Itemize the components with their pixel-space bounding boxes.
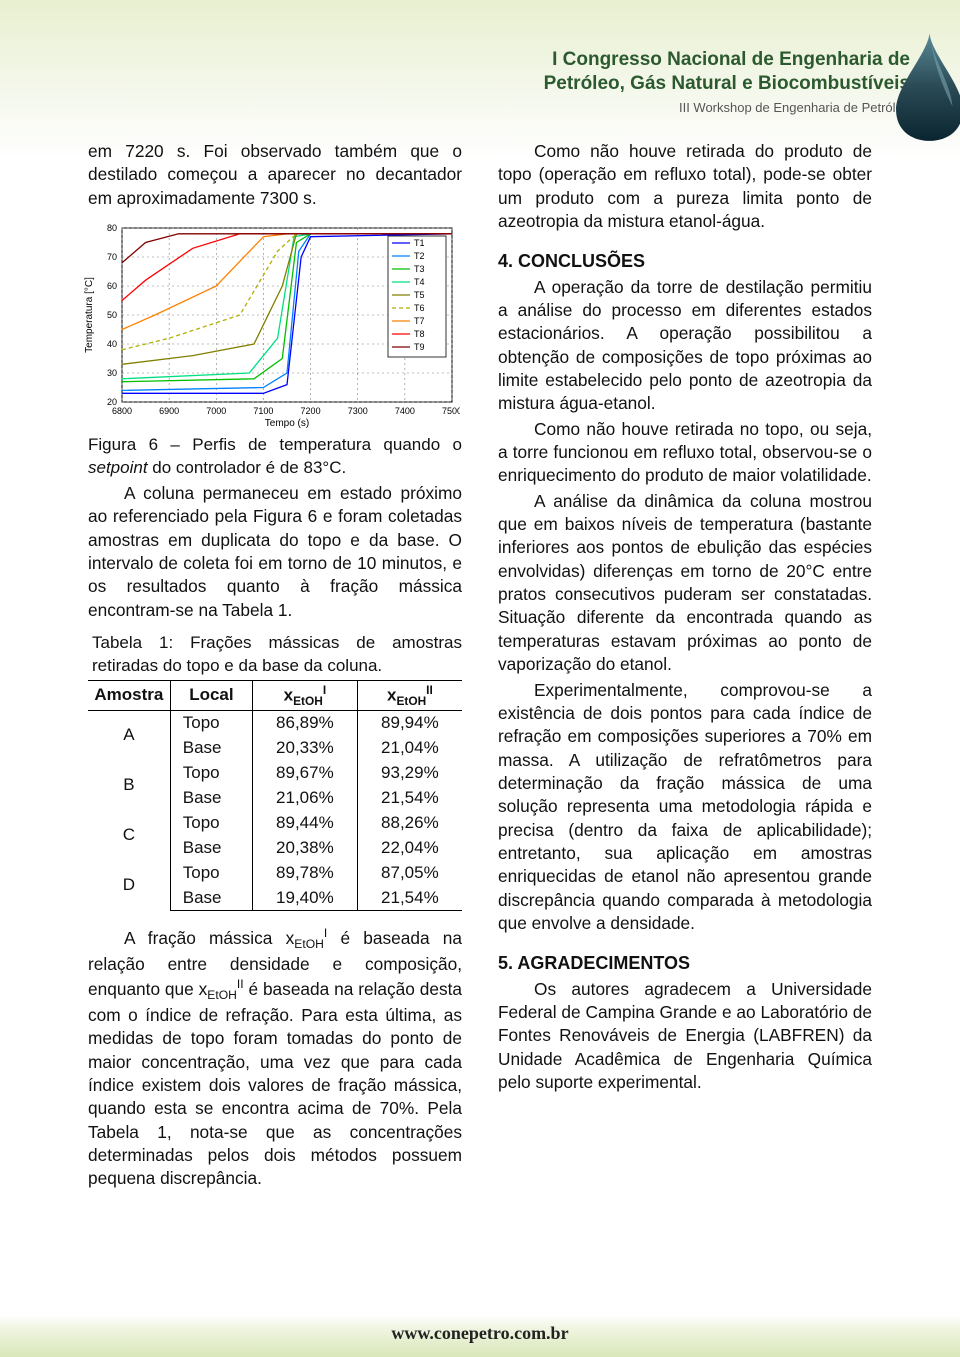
svg-text:T3: T3 xyxy=(414,264,425,274)
svg-text:Temperatura [°C]: Temperatura [°C] xyxy=(84,277,95,353)
svg-text:7500: 7500 xyxy=(442,406,460,416)
right-paragraph-4: A análise da dinâmica da coluna mostrou … xyxy=(498,490,872,677)
cell-local: Base xyxy=(170,786,252,811)
conference-title-line2: Petróleo, Gás Natural e Biocombustíveis xyxy=(544,72,910,96)
cell-local: Topo xyxy=(170,710,252,735)
conference-subtitle: III Workshop de Engenharia de Petróleo xyxy=(544,100,910,115)
right-column: Como não houve retirada do produto de to… xyxy=(498,140,872,1193)
cell-v2: 21,54% xyxy=(357,886,462,911)
svg-text:T1: T1 xyxy=(414,238,425,248)
conference-header: I Congresso Nacional de Engenharia de Pe… xyxy=(544,48,910,115)
cell-v2: 21,54% xyxy=(357,786,462,811)
table-header-local: Local xyxy=(170,680,252,710)
cell-v1: 89,67% xyxy=(253,761,358,786)
cell-v2: 21,04% xyxy=(357,736,462,761)
cell-local: Base xyxy=(170,736,252,761)
cell-amostra: A xyxy=(88,710,170,760)
svg-text:6800: 6800 xyxy=(112,406,132,416)
conference-drop-logo xyxy=(887,28,960,143)
svg-text:T9: T9 xyxy=(414,342,425,352)
cell-local: Topo xyxy=(170,811,252,836)
cell-v1: 20,33% xyxy=(253,736,358,761)
svg-text:6900: 6900 xyxy=(159,406,179,416)
section-heading-agradecimentos: 5. AGRADECIMENTOS xyxy=(498,951,872,975)
table-header-xetoh2: xEtOHII xyxy=(357,680,462,710)
cell-v1: 86,89% xyxy=(253,710,358,735)
svg-text:70: 70 xyxy=(107,252,117,262)
cell-local: Topo xyxy=(170,861,252,886)
left-paragraph-2: A coluna permaneceu em estado próximo ao… xyxy=(88,482,462,622)
table-row: BTopo89,67%93,29% xyxy=(88,761,462,786)
cell-v1: 89,78% xyxy=(253,861,358,886)
fig-caption-text-a: Figura 6 – Perfis de temperatura quando … xyxy=(88,435,462,454)
table-header-xetoh1: xEtOHI xyxy=(253,680,358,710)
svg-text:T5: T5 xyxy=(414,290,425,300)
table-header-row: Amostra Local xEtOHI xEtOHII xyxy=(88,680,462,710)
svg-text:40: 40 xyxy=(107,339,117,349)
svg-text:60: 60 xyxy=(107,281,117,291)
table-row: ATopo86,89%89,94% xyxy=(88,710,462,735)
svg-text:T7: T7 xyxy=(414,316,425,326)
svg-text:T2: T2 xyxy=(414,251,425,261)
right-paragraph-1: Como não houve retirada do produto de to… xyxy=(498,140,872,233)
svg-text:T6: T6 xyxy=(414,303,425,313)
table-header-amostra: Amostra xyxy=(88,680,170,710)
svg-text:30: 30 xyxy=(107,368,117,378)
figure-6-caption: Figura 6 – Perfis de temperatura quando … xyxy=(88,434,462,480)
cell-amostra: C xyxy=(88,811,170,861)
p3a: A fração mássica x xyxy=(124,928,294,948)
right-paragraph-2: A operação da torre de destilação permit… xyxy=(498,276,872,416)
cell-v1: 19,40% xyxy=(253,886,358,911)
cell-amostra: B xyxy=(88,761,170,811)
cell-v1: 20,38% xyxy=(253,836,358,861)
right-paragraph-5: Experimentalmente, comprovou-se a existê… xyxy=(498,679,872,936)
svg-text:7300: 7300 xyxy=(348,406,368,416)
p3c: é baseada na relação desta com o índice … xyxy=(88,979,462,1188)
svg-text:Tempo (s): Tempo (s) xyxy=(265,418,309,429)
fig-caption-italic: setpoint xyxy=(88,458,148,477)
svg-text:80: 80 xyxy=(107,223,117,233)
svg-text:50: 50 xyxy=(107,310,117,320)
fig-caption-text-c: do controlador é de 83°C. xyxy=(148,458,347,477)
right-paragraph-3: Como não houve retirada no topo, ou seja… xyxy=(498,418,872,488)
table-row: CTopo89,44%88,26% xyxy=(88,811,462,836)
table-1: Amostra Local xEtOHI xEtOHII ATopo86,89%… xyxy=(88,680,462,912)
svg-text:7000: 7000 xyxy=(206,406,226,416)
cell-local: Base xyxy=(170,886,252,911)
svg-text:7100: 7100 xyxy=(253,406,273,416)
left-paragraph-1: em 7220 s. Foi observado também que o de… xyxy=(88,140,462,210)
left-column: em 7220 s. Foi observado também que o de… xyxy=(88,140,462,1193)
left-paragraph-3: A fração mássica xEtOHI é baseada na rel… xyxy=(88,925,462,1190)
svg-text:7400: 7400 xyxy=(395,406,415,416)
page-footer: www.conepetro.com.br xyxy=(0,1315,960,1357)
cell-v1: 89,44% xyxy=(253,811,358,836)
section-heading-conclusoes: 4. CONCLUSÕES xyxy=(498,249,872,273)
cell-v2: 87,05% xyxy=(357,861,462,886)
cell-local: Topo xyxy=(170,761,252,786)
right-paragraph-6: Os autores agradecem a Universidade Fede… xyxy=(498,978,872,1095)
cell-v2: 89,94% xyxy=(357,710,462,735)
cell-v2: 88,26% xyxy=(357,811,462,836)
svg-text:T4: T4 xyxy=(414,277,425,287)
cell-amostra: D xyxy=(88,861,170,911)
cell-local: Base xyxy=(170,836,252,861)
page-content: em 7220 s. Foi observado também que o de… xyxy=(88,140,872,1193)
svg-text:7200: 7200 xyxy=(301,406,321,416)
svg-text:T8: T8 xyxy=(414,329,425,339)
cell-v2: 93,29% xyxy=(357,761,462,786)
footer-url: www.conepetro.com.br xyxy=(391,1323,568,1343)
cell-v2: 22,04% xyxy=(357,836,462,861)
table-1-title: Tabela 1: Frações mássicas de amostras r… xyxy=(88,632,462,678)
cell-v1: 21,06% xyxy=(253,786,358,811)
figure-6-chart: 2030405060708068006900700071007200730074… xyxy=(80,220,460,430)
table-row: DTopo89,78%87,05% xyxy=(88,861,462,886)
conference-title-line1: I Congresso Nacional de Engenharia de xyxy=(544,48,910,72)
